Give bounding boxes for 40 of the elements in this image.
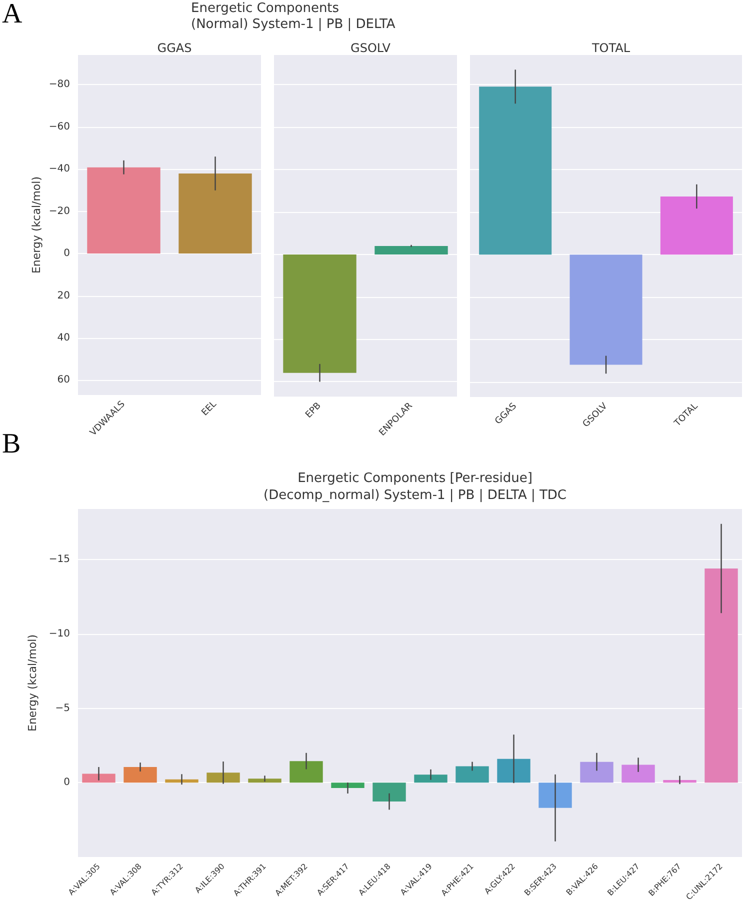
bar	[372, 782, 406, 802]
chart-title: GSOLV	[350, 41, 392, 55]
text: (Normal) System-1 | PB | DELTA	[191, 17, 396, 32]
y-tick-label: −10	[48, 628, 70, 640]
bar	[497, 758, 530, 783]
bar	[290, 761, 323, 783]
bar	[124, 767, 157, 783]
bar	[622, 764, 655, 783]
bar	[538, 782, 572, 808]
y-tick-label: −15	[48, 554, 70, 566]
y-tick-label: 40	[57, 332, 70, 344]
text: B	[2, 428, 21, 460]
bar	[456, 766, 489, 783]
y-tick-label: 60	[57, 374, 70, 386]
chart-subtitle: (Decomp_normal) System-1 | PB | DELTA | TDC	[263, 488, 567, 503]
bar	[580, 762, 614, 783]
y-tick-label: −80	[48, 79, 70, 90]
x-tick-label: EEL	[200, 399, 219, 418]
y-tick-label: 20	[57, 290, 70, 302]
x-tick-label: EPB	[304, 401, 324, 420]
y-tick-label: −60	[48, 121, 70, 132]
bar	[663, 780, 696, 783]
chart-title: TOTAL	[590, 41, 630, 55]
bar	[704, 568, 738, 783]
bar	[331, 782, 364, 788]
bar	[82, 774, 116, 783]
y-tick-label: 0	[64, 248, 70, 260]
chart-title: Energetic Components [Per-residue]	[298, 471, 532, 486]
y-tick-label: −5	[55, 702, 70, 714]
y-tick-label: −20	[48, 206, 70, 217]
bar	[206, 772, 240, 783]
bar	[414, 774, 448, 783]
bar	[248, 778, 282, 783]
y-tick-label: 0	[64, 777, 70, 788]
y-tick-label: −40	[48, 164, 70, 175]
y-axis-title: Energy (kcal/mol)	[26, 634, 39, 732]
y-axis-title: Energy (kcal/mol)	[30, 176, 43, 274]
chart-title: GGAS	[157, 41, 192, 55]
text: A	[2, 0, 23, 30]
text: Energetic Components	[191, 1, 340, 16]
